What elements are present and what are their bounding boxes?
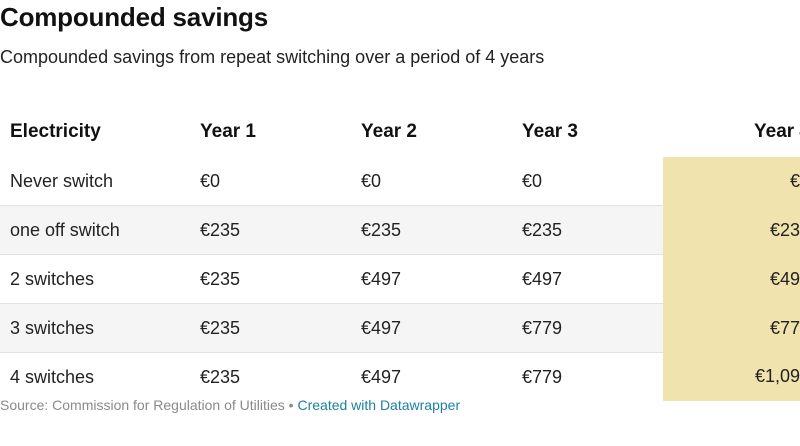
highlighted-cell: €497 (663, 254, 800, 304)
column-header-year-2: Year 2 (361, 121, 417, 142)
table-cell: €779 (522, 352, 663, 401)
table-cell: €779 (522, 303, 663, 353)
highlighted-cell: €0 (663, 157, 800, 206)
chart-title: Compounded savings (0, 2, 268, 32)
table-cell: €0 (200, 170, 221, 191)
column-header-year-3: Year 3 (522, 121, 578, 142)
table-cell: €235 (200, 205, 361, 255)
highlighted-cell: €235 (663, 205, 800, 255)
table-cell: €235 (200, 352, 361, 401)
table-cell: €497 (361, 254, 522, 304)
highlighted-cell: €1,097 (663, 352, 800, 401)
table-row: 4 switches €235 €497 €779 €1,097 (0, 352, 800, 401)
table-header-row: Electricity Year 1 Year 2 Year 3 Year 4 (0, 107, 800, 157)
row-label: 3 switches (0, 303, 200, 353)
column-header-electricity: Electricity (10, 121, 101, 142)
table-row: one off switch €235 €235 €235 €235 (0, 205, 800, 255)
table-cell: €497 (361, 303, 522, 353)
row-label: 4 switches (0, 352, 200, 401)
row-label: Never switch (10, 170, 114, 191)
row-label: 2 switches (0, 254, 200, 304)
table-row: 2 switches €235 €497 €497 €497 (0, 254, 800, 304)
row-label: one off switch (0, 205, 200, 255)
savings-table: Electricity Year 1 Year 2 Year 3 Year 4 … (0, 107, 800, 401)
footer: Source: Commission for Regulation of Uti… (0, 396, 460, 414)
table-cell: €497 (361, 352, 522, 401)
table-row: 3 switches €235 €497 €779 €779 (0, 303, 800, 353)
footer-separator: • (284, 397, 298, 413)
table-cell: €235 (200, 303, 361, 353)
table-row: Never switch €0 €0 €0 €0 (0, 157, 800, 206)
column-header-year-4: Year 4 (754, 121, 800, 142)
table-cell: €0 (522, 170, 543, 191)
source-note: Source: Commission for Regulation of Uti… (0, 397, 285, 413)
table-cell: €235 (522, 205, 663, 255)
table-cell: €0 (361, 170, 382, 191)
chart-subtitle: Compounded savings from repeat switching… (0, 47, 545, 67)
highlighted-cell: €779 (663, 303, 800, 353)
datawrapper-credit-link[interactable]: Created with Datawrapper (297, 397, 461, 413)
column-header-year-1: Year 1 (200, 121, 256, 142)
table-cell: €235 (361, 205, 522, 255)
table-cell: €235 (200, 254, 361, 304)
table-cell: €497 (522, 254, 663, 304)
